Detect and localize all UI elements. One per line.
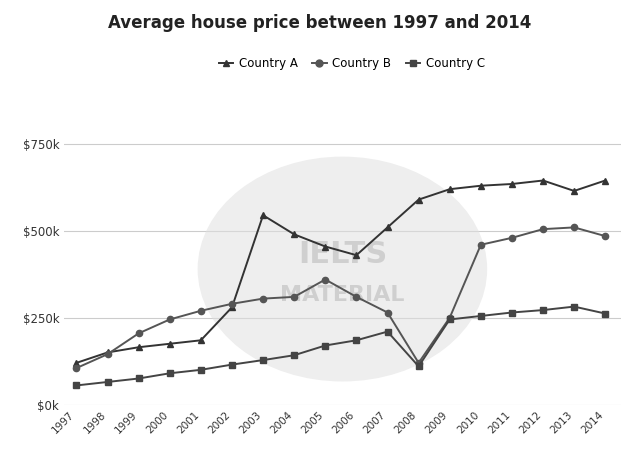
Text: MATERIAL: MATERIAL [280,285,404,305]
Country C [166,371,173,376]
Country C [508,310,516,315]
Country A [291,232,298,237]
Country B [104,352,111,357]
Country A [383,225,391,230]
Country A [228,305,236,310]
Country C [104,379,111,385]
Legend: Country A, Country B, Country C: Country A, Country B, Country C [214,53,490,75]
Country A [166,341,173,346]
Country C [477,313,484,319]
Country A [259,213,267,218]
Country A [72,360,80,365]
Country B [197,308,205,313]
Country B [228,301,236,306]
Country C [72,383,80,388]
Country C [197,367,205,372]
Country A [353,252,360,258]
Country B [602,233,609,239]
Country B [446,315,454,320]
Text: Average house price between 1997 and 2014: Average house price between 1997 and 201… [108,14,532,32]
Country B [72,365,80,371]
Text: IELTS: IELTS [298,240,387,269]
Country C [291,352,298,358]
Country B [259,296,267,301]
Country A [415,197,422,202]
Country B [321,277,329,282]
Line: Country A: Country A [74,177,609,366]
Country A [321,244,329,249]
Country B [135,331,143,336]
Country C [539,307,547,313]
Country C [135,376,143,381]
Country B [570,225,578,230]
Country A [446,186,454,192]
Country C [602,311,609,316]
Country C [259,357,267,363]
Country B [539,226,547,232]
Country C [570,304,578,309]
Ellipse shape [198,157,487,381]
Country C [415,364,422,369]
Country B [291,294,298,299]
Country A [135,345,143,350]
Country B [166,317,173,322]
Country B [353,294,360,299]
Country A [104,350,111,355]
Country B [508,235,516,240]
Country B [415,360,422,365]
Country A [602,178,609,183]
Line: Country B: Country B [74,224,609,371]
Country B [383,310,391,315]
Country C [353,338,360,343]
Country C [228,362,236,367]
Country A [197,338,205,343]
Country C [446,317,454,322]
Country B [477,242,484,247]
Country C [383,329,391,334]
Country C [321,343,329,348]
Line: Country C: Country C [74,304,609,389]
Country A [539,178,547,183]
Country A [570,188,578,194]
Country A [477,183,484,188]
Country A [508,181,516,187]
